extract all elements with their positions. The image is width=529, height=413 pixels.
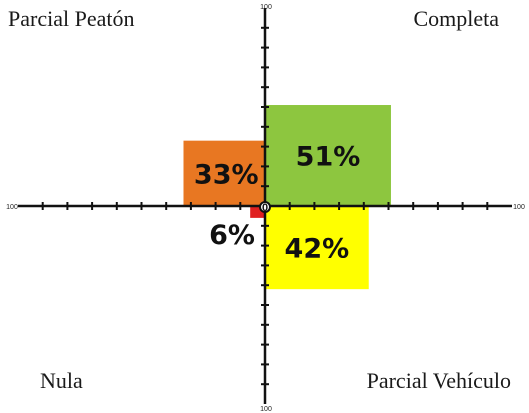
value-label-top-left: 33% <box>194 159 259 190</box>
origin-label: 0 <box>262 202 268 214</box>
area-bottom-left <box>250 206 265 218</box>
axis-end-label-right: 100 <box>513 204 525 211</box>
value-label-top-right: 51% <box>296 142 361 173</box>
value-label-bottom-right: 42% <box>285 234 350 265</box>
axis-end-label-left: 100 <box>6 204 18 211</box>
quadrant-label-bottom-right: Parcial Vehículo <box>367 368 511 393</box>
quadrant-label-top-right: Completa <box>413 6 499 31</box>
area-top-right <box>265 105 391 206</box>
area-top-left <box>183 140 265 206</box>
quadrant-label-bottom-left: Nula <box>40 368 83 393</box>
area-bottom-right <box>265 206 369 290</box>
origin-marker <box>259 201 271 213</box>
quadrant-label-top-left: Parcial Peatón <box>8 6 134 31</box>
axis-end-label-bottom: 100 <box>260 406 272 413</box>
axis-end-label-top: 100 <box>260 4 272 11</box>
value-label-bottom-left: 6% <box>209 220 255 251</box>
